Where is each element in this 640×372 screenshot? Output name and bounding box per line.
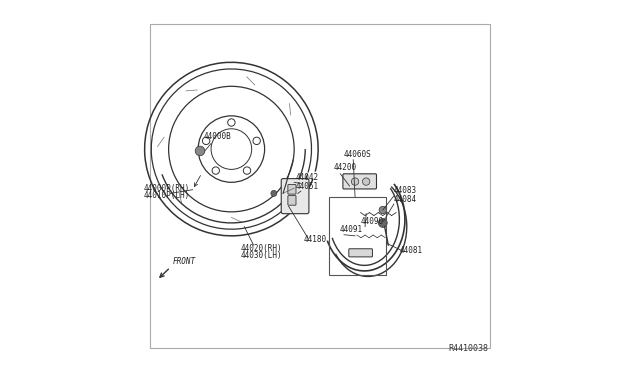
Text: 44000B: 44000B: [204, 132, 232, 141]
Circle shape: [195, 146, 205, 156]
FancyBboxPatch shape: [343, 174, 376, 189]
Circle shape: [378, 218, 387, 227]
Circle shape: [228, 119, 235, 126]
Circle shape: [351, 178, 359, 185]
Text: R4410038: R4410038: [448, 344, 488, 353]
Text: 44010P(LH): 44010P(LH): [143, 191, 190, 200]
Text: 44081: 44081: [399, 246, 422, 255]
FancyBboxPatch shape: [288, 196, 296, 205]
FancyBboxPatch shape: [288, 185, 296, 194]
Circle shape: [253, 137, 260, 145]
Circle shape: [243, 167, 251, 174]
Text: FRONT: FRONT: [172, 257, 195, 266]
Text: 44020(RH): 44020(RH): [241, 244, 282, 253]
Circle shape: [202, 137, 210, 145]
Text: 44084: 44084: [394, 195, 417, 203]
Text: 44060S: 44060S: [344, 150, 372, 159]
FancyBboxPatch shape: [349, 249, 372, 257]
Text: 44200: 44200: [333, 163, 356, 173]
Text: 44083: 44083: [394, 186, 417, 195]
Circle shape: [379, 206, 387, 214]
Text: 44051: 44051: [296, 182, 319, 190]
Text: 44091: 44091: [339, 225, 362, 234]
Circle shape: [362, 178, 370, 185]
Text: 44030(LH): 44030(LH): [241, 251, 282, 260]
Circle shape: [271, 190, 277, 196]
Text: 44090: 44090: [360, 217, 384, 226]
Text: 44000P(RH): 44000P(RH): [143, 184, 190, 193]
Text: 44180: 44180: [303, 235, 326, 244]
FancyBboxPatch shape: [281, 179, 309, 214]
Circle shape: [212, 167, 220, 174]
FancyBboxPatch shape: [150, 23, 490, 349]
Text: 44042: 44042: [296, 173, 319, 182]
